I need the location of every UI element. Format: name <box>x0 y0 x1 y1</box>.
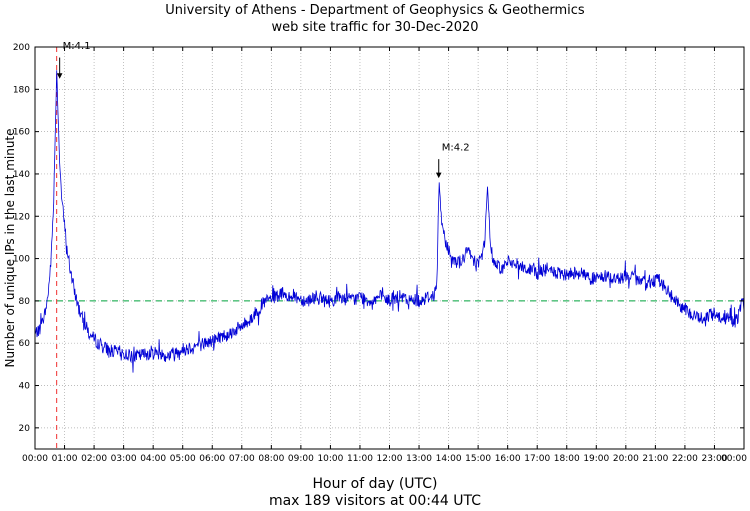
y-tick-label: 60 <box>19 339 31 349</box>
x-tick-label: 19:00 <box>583 454 609 464</box>
annotation-label: M:4.2 <box>442 143 470 154</box>
y-tick-label: 100 <box>13 255 30 265</box>
x-tick-label: 11:00 <box>347 454 373 464</box>
x-tick-label: 06:00 <box>199 454 225 464</box>
x-tick-label: 05:00 <box>170 454 196 464</box>
axis-ticks <box>34 46 745 449</box>
x-tick-label: 01:00 <box>52 454 78 464</box>
annotation-m42: M:4.2 <box>435 143 470 179</box>
x-tick-label: 12:00 <box>377 454 403 464</box>
traffic-series-line <box>34 70 745 373</box>
y-tick-label: 140 <box>13 170 30 180</box>
axis-tick-labels: 20 40 60 80 100 120 140 160 180 200 00:00 01:00 02:0… <box>13 43 747 464</box>
y-tick-label: 40 <box>19 382 31 392</box>
y-tick-label: 20 <box>19 424 31 434</box>
y-tick-label: 80 <box>19 297 31 307</box>
x-tick-label: 08:00 <box>258 454 284 464</box>
annotation-label: M:4.1 <box>63 41 91 52</box>
x-tick-label: 09:00 <box>288 454 314 464</box>
x-tick-label: 10:00 <box>317 454 343 464</box>
x-tick-label: 07:00 <box>229 454 255 464</box>
x-tick-label: 04:00 <box>140 454 166 464</box>
y-tick-label: 160 <box>13 128 30 138</box>
x-tick-label: 03:00 <box>111 454 137 464</box>
x-tick-label: 02:00 <box>81 454 107 464</box>
chart-subtitle: web site traffic for 30-Dec-2020 <box>271 20 479 35</box>
x-tick-label: 20:00 <box>613 454 639 464</box>
x-tick-label: 13:00 <box>406 454 432 464</box>
y-tick-label: 180 <box>13 85 30 95</box>
annotation-m41: M:4.1 <box>56 41 91 79</box>
annotation-arrow-head <box>56 73 63 79</box>
x-tick-label: 23:00 <box>701 454 727 464</box>
chart-title: University of Athens - Department of Geo… <box>165 3 585 18</box>
max-visitors-caption: max 189 visitors at 00:44 UTC <box>268 493 482 509</box>
x-tick-label: 22:00 <box>672 454 698 464</box>
x-tick-label: 18:00 <box>554 454 580 464</box>
y-tick-label: 200 <box>13 43 30 53</box>
x-axis-label: Hour of day (UTC) <box>312 476 438 492</box>
y-tick-label: 120 <box>13 212 30 222</box>
x-tick-label: 00:00 <box>721 454 747 464</box>
x-tick-label: 00:00 <box>22 454 48 464</box>
annotation-arrow-head <box>435 172 442 179</box>
x-tick-label: 16:00 <box>495 454 521 464</box>
x-tick-label: 17:00 <box>524 454 550 464</box>
x-tick-label: 15:00 <box>465 454 491 464</box>
x-tick-label: 14:00 <box>436 454 462 464</box>
grid <box>34 46 745 449</box>
x-tick-label: 21:00 <box>642 454 668 464</box>
